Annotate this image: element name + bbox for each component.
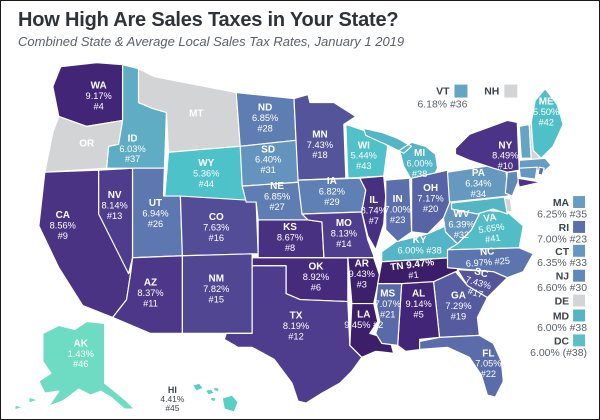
legend-swatch-ma	[573, 196, 586, 209]
legend-label-nh: NH	[484, 87, 499, 98]
state-label-ok: OK 8.92% #6	[303, 262, 329, 293]
state-label-mn: MN 7.43% #18	[307, 129, 333, 160]
state-shape-mi	[363, 127, 439, 181]
state-label-nm: NM 7.82% #15	[203, 274, 229, 305]
state-shape-ri	[537, 166, 545, 176]
legend-swatch-ct	[573, 244, 586, 257]
state-shapes	[14, 62, 564, 413]
state-label-mt: MT	[189, 108, 203, 119]
state-label-az: AZ 8.37% #11	[137, 278, 163, 309]
legend-value-ct: 6.35% #33	[537, 258, 587, 269]
legend-value-md: 6.00% #38	[537, 323, 587, 334]
legend-label-de: DE	[555, 297, 570, 308]
state-label-ne: NE 6.85% #27	[264, 181, 290, 212]
state-shape-nc	[446, 247, 534, 279]
state-label-wv: WV 6.39% #32	[448, 209, 474, 240]
state-label-in: IN 7.00% #23	[385, 194, 411, 225]
state-label-id: ID 6.03% #37	[119, 133, 145, 164]
state-label-ky: KY 6.00% #38	[397, 235, 441, 255]
state-label-mo: MO 8.13% #14	[331, 218, 357, 249]
state-label-sd: SD 6.40% #31	[255, 144, 281, 175]
state-label-il: IL 8.74% #7	[361, 195, 387, 226]
state-label-sc: SC7.43%#17	[461, 264, 495, 301]
state-label-wa: WA 9.17% #4	[86, 81, 112, 112]
state-label-ut: UT 6.94% #26	[142, 198, 168, 229]
state-label-ga: GA 7.29% #19	[445, 291, 471, 322]
state-shape-in	[385, 177, 413, 243]
state-shape-il	[359, 175, 387, 251]
legend-value-ma: 6.25% #35	[537, 209, 587, 220]
state-label-ia: IA 6.82% #29	[319, 176, 345, 207]
legend-label-md: MD	[553, 311, 570, 322]
state-label-al: AL 9.14% #5	[405, 289, 431, 320]
legend-swatch-dc	[573, 334, 586, 347]
state-label-tn: TN 9.47%#1	[390, 257, 437, 283]
legend-swatch-nj	[573, 269, 586, 282]
state-label-ny: NY 8.49% #10	[492, 140, 518, 171]
state-label-nc: NC6.97% #25	[465, 245, 511, 268]
legend-right: MA6.25% #35 RI7.00% #23 CT6.35% #33 NJ6.60%…	[530, 196, 587, 359]
legend-swatch-vt	[454, 84, 468, 98]
legend-label-nj: NJ	[556, 272, 570, 283]
state-shape-mn	[293, 93, 357, 181]
state-label-tx: TX 8.19% #12	[283, 310, 309, 341]
state-label-co: CO 7.63% #16	[203, 212, 229, 243]
legend-label-ct: CT	[555, 247, 570, 258]
state-label-ks: KS 8.67% #8	[277, 222, 303, 253]
state-labels: WA 9.17% #4 OR CA 8.56% #9 NV 8.14% #13 ID 6.03% #37…	[50, 81, 560, 413]
legend-value-dc: 6.00% (#38)	[530, 348, 587, 359]
state-shape-hi	[191, 382, 239, 413]
page-title: How High Are Sales Taxes in Your State?	[18, 9, 399, 31]
state-label-wi: WI 5.44% #43	[351, 140, 377, 171]
legend-label-vt: VT	[436, 87, 450, 98]
state-shape-ms	[375, 283, 403, 346]
state-label-me: ME 5.50% #42	[533, 97, 559, 128]
legend-label-ri: RI	[559, 223, 570, 234]
state-label-or: OR	[79, 138, 94, 149]
state-shape-co	[179, 195, 259, 257]
state-label-fl: FL 7.05% #22	[475, 348, 501, 379]
legend-swatch-de	[573, 294, 586, 307]
state-shape-ct	[518, 166, 538, 180]
state-label-ca: CA 8.56% #9	[50, 210, 76, 241]
state-label-oh: OH 7.17% #20	[417, 183, 443, 214]
state-label-ms: MS 7.07% #21	[375, 289, 401, 320]
state-shape-ak	[14, 320, 136, 411]
state-label-ar: AR 9.43% #3	[349, 259, 375, 290]
state-label-wy: WY 5.36% #44	[193, 158, 219, 189]
state-shape-tx	[223, 265, 363, 404]
state-label-nv: NV 8.14% #13	[101, 190, 127, 221]
state-label-hi: HI 4.41% #45	[160, 385, 184, 413]
legend-label-dc: DC	[554, 336, 570, 347]
page-subtitle: Combined State & Average Local Sales Tax…	[18, 34, 405, 49]
state-label-la: LA 9.45% #2	[344, 309, 383, 329]
state-label-mi: MI 6.00% #38	[406, 148, 432, 179]
state-label-pa: PA 6.34% #34	[465, 168, 491, 199]
state-label-ak: AK 1.43% #46	[68, 338, 94, 369]
legend-swatch-md	[573, 309, 586, 322]
legend-swatch-nh	[504, 84, 518, 98]
state-label-va: VA5.65%#41	[476, 211, 506, 245]
legend-value-vt: 6.18% #36	[417, 99, 467, 110]
state-shape-fl	[419, 334, 504, 398]
state-shape-nj	[504, 170, 519, 197]
legend-value-nj: 6.60% #30	[537, 283, 587, 294]
legend-top: VT6.18% #36 NH	[417, 84, 518, 110]
legend-value-ri: 7.00% #23	[537, 234, 587, 245]
legend-swatch-ri	[573, 220, 586, 233]
legend-label-ma: MA	[553, 198, 570, 209]
state-label-nd: ND 6.85% #28	[252, 102, 278, 133]
state-shape-me	[530, 87, 564, 159]
state-shape-md	[450, 196, 508, 215]
